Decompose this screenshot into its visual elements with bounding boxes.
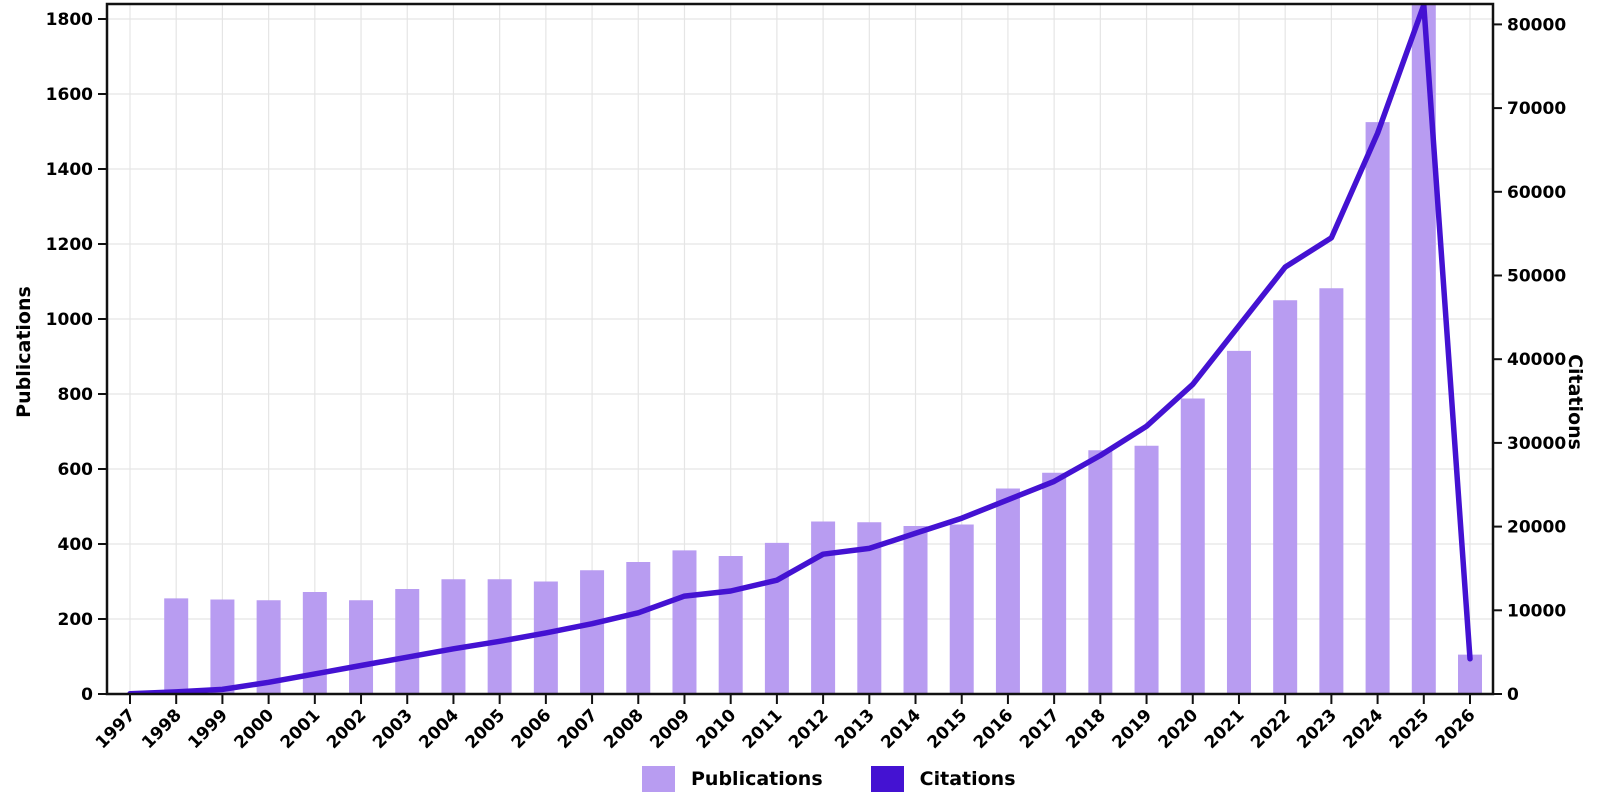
left-tick-label: 600 [58,460,94,480]
right-tick-label: 40000 [1507,350,1566,370]
bar-2002 [349,600,374,694]
bar-2022 [1273,300,1298,694]
year-label-2025: 2025 [1386,705,1434,753]
year-label-2022: 2022 [1247,705,1295,753]
year-label-2026: 2026 [1432,705,1480,753]
legend-label: Publications [691,768,823,790]
publications-bars [164,4,1482,694]
bar-2020 [1180,398,1205,694]
year-label-2009: 2009 [646,705,694,753]
right-tick-label: 50000 [1507,267,1566,287]
bar-2021 [1226,350,1251,694]
bar-2007 [580,570,605,694]
left-tick-label: 1000 [46,310,93,330]
bar-1999 [210,599,235,694]
citations-swatch-icon [870,766,904,792]
year-label-2011: 2011 [739,705,787,753]
legend-item-citations: Citations [870,766,1016,792]
year-label-2000: 2000 [231,705,279,753]
right-tick-label: 80000 [1507,15,1566,35]
legend-label: Citations [919,768,1016,790]
left-tick-label: 400 [58,535,94,555]
bar-2001 [302,592,327,694]
vertical-gridlines [129,4,1471,694]
horizontal-gridlines [107,18,1493,620]
left-tick-label: 0 [81,685,93,705]
year-label-2001: 2001 [277,705,325,753]
left-tick-label: 1600 [46,85,93,105]
year-label-2021: 2021 [1201,705,1249,753]
legend: Publications Citations [642,766,1016,792]
bar-2005 [487,579,512,694]
right-tick-label: 20000 [1507,518,1566,538]
bar-2012 [811,521,836,694]
bar-2016 [995,488,1020,694]
bar-2015 [949,524,974,694]
year-label-2013: 2013 [831,705,879,753]
bar-2008 [626,562,651,694]
year-label-2023: 2023 [1293,705,1341,753]
year-label-2018: 2018 [1062,705,1110,753]
bar-2023 [1319,288,1344,694]
year-label-2002: 2002 [323,705,371,753]
year-label-2015: 2015 [924,705,972,753]
year-label-2017: 2017 [1016,705,1064,753]
year-label-2012: 2012 [785,705,833,753]
right-tick-label: 70000 [1507,99,1566,119]
bar-2024 [1365,122,1390,694]
bar-2004 [441,579,466,694]
bar-2009 [672,550,697,694]
year-label-2010: 2010 [693,705,741,753]
bar-2019 [1134,445,1159,694]
plot-frame [105,2,1495,696]
bar-2006 [533,581,558,694]
year-label-2005: 2005 [462,705,510,753]
bar-2011 [764,542,789,694]
bar-2003 [395,589,420,694]
year-label-2007: 2007 [554,705,602,753]
year-label-2014: 2014 [877,705,925,753]
year-label-2006: 2006 [508,705,556,753]
year-label-2003: 2003 [369,705,417,753]
left-tick-label: 200 [58,610,94,630]
left-tick-label: 1800 [46,10,93,30]
year-label-2004: 2004 [415,705,463,753]
right-axis-title: Citations [1564,354,1586,450]
year-label-2008: 2008 [600,705,648,753]
year-label-2024: 2024 [1340,705,1388,753]
year-label-2019: 2019 [1108,705,1156,753]
right-tick-label: 10000 [1507,601,1566,621]
year-label-2016: 2016 [970,705,1018,753]
right-tick-label: 0 [1507,685,1519,705]
year-label-1999: 1999 [184,705,232,753]
bar-2017 [1042,472,1067,694]
bar-2010 [718,556,743,694]
year-label-1998: 1998 [138,705,186,753]
bar-2018 [1088,450,1113,694]
right-tick-label: 60000 [1507,183,1566,203]
left-axis-title: Publications [13,286,35,418]
bar-2014 [903,526,928,694]
legend-item-publications: Publications [642,766,823,792]
year-label-2020: 2020 [1155,705,1203,753]
left-tick-label: 800 [58,385,94,405]
left-tick-label: 1400 [46,160,93,180]
citations-line [127,4,1473,694]
year-label-1997: 1997 [92,705,140,753]
citations-line-path [127,4,1473,694]
right-tick-label: 30000 [1507,434,1566,454]
left-tick-label: 1200 [46,235,93,255]
publications-swatch-icon [642,766,675,792]
bar-1998 [164,598,189,694]
